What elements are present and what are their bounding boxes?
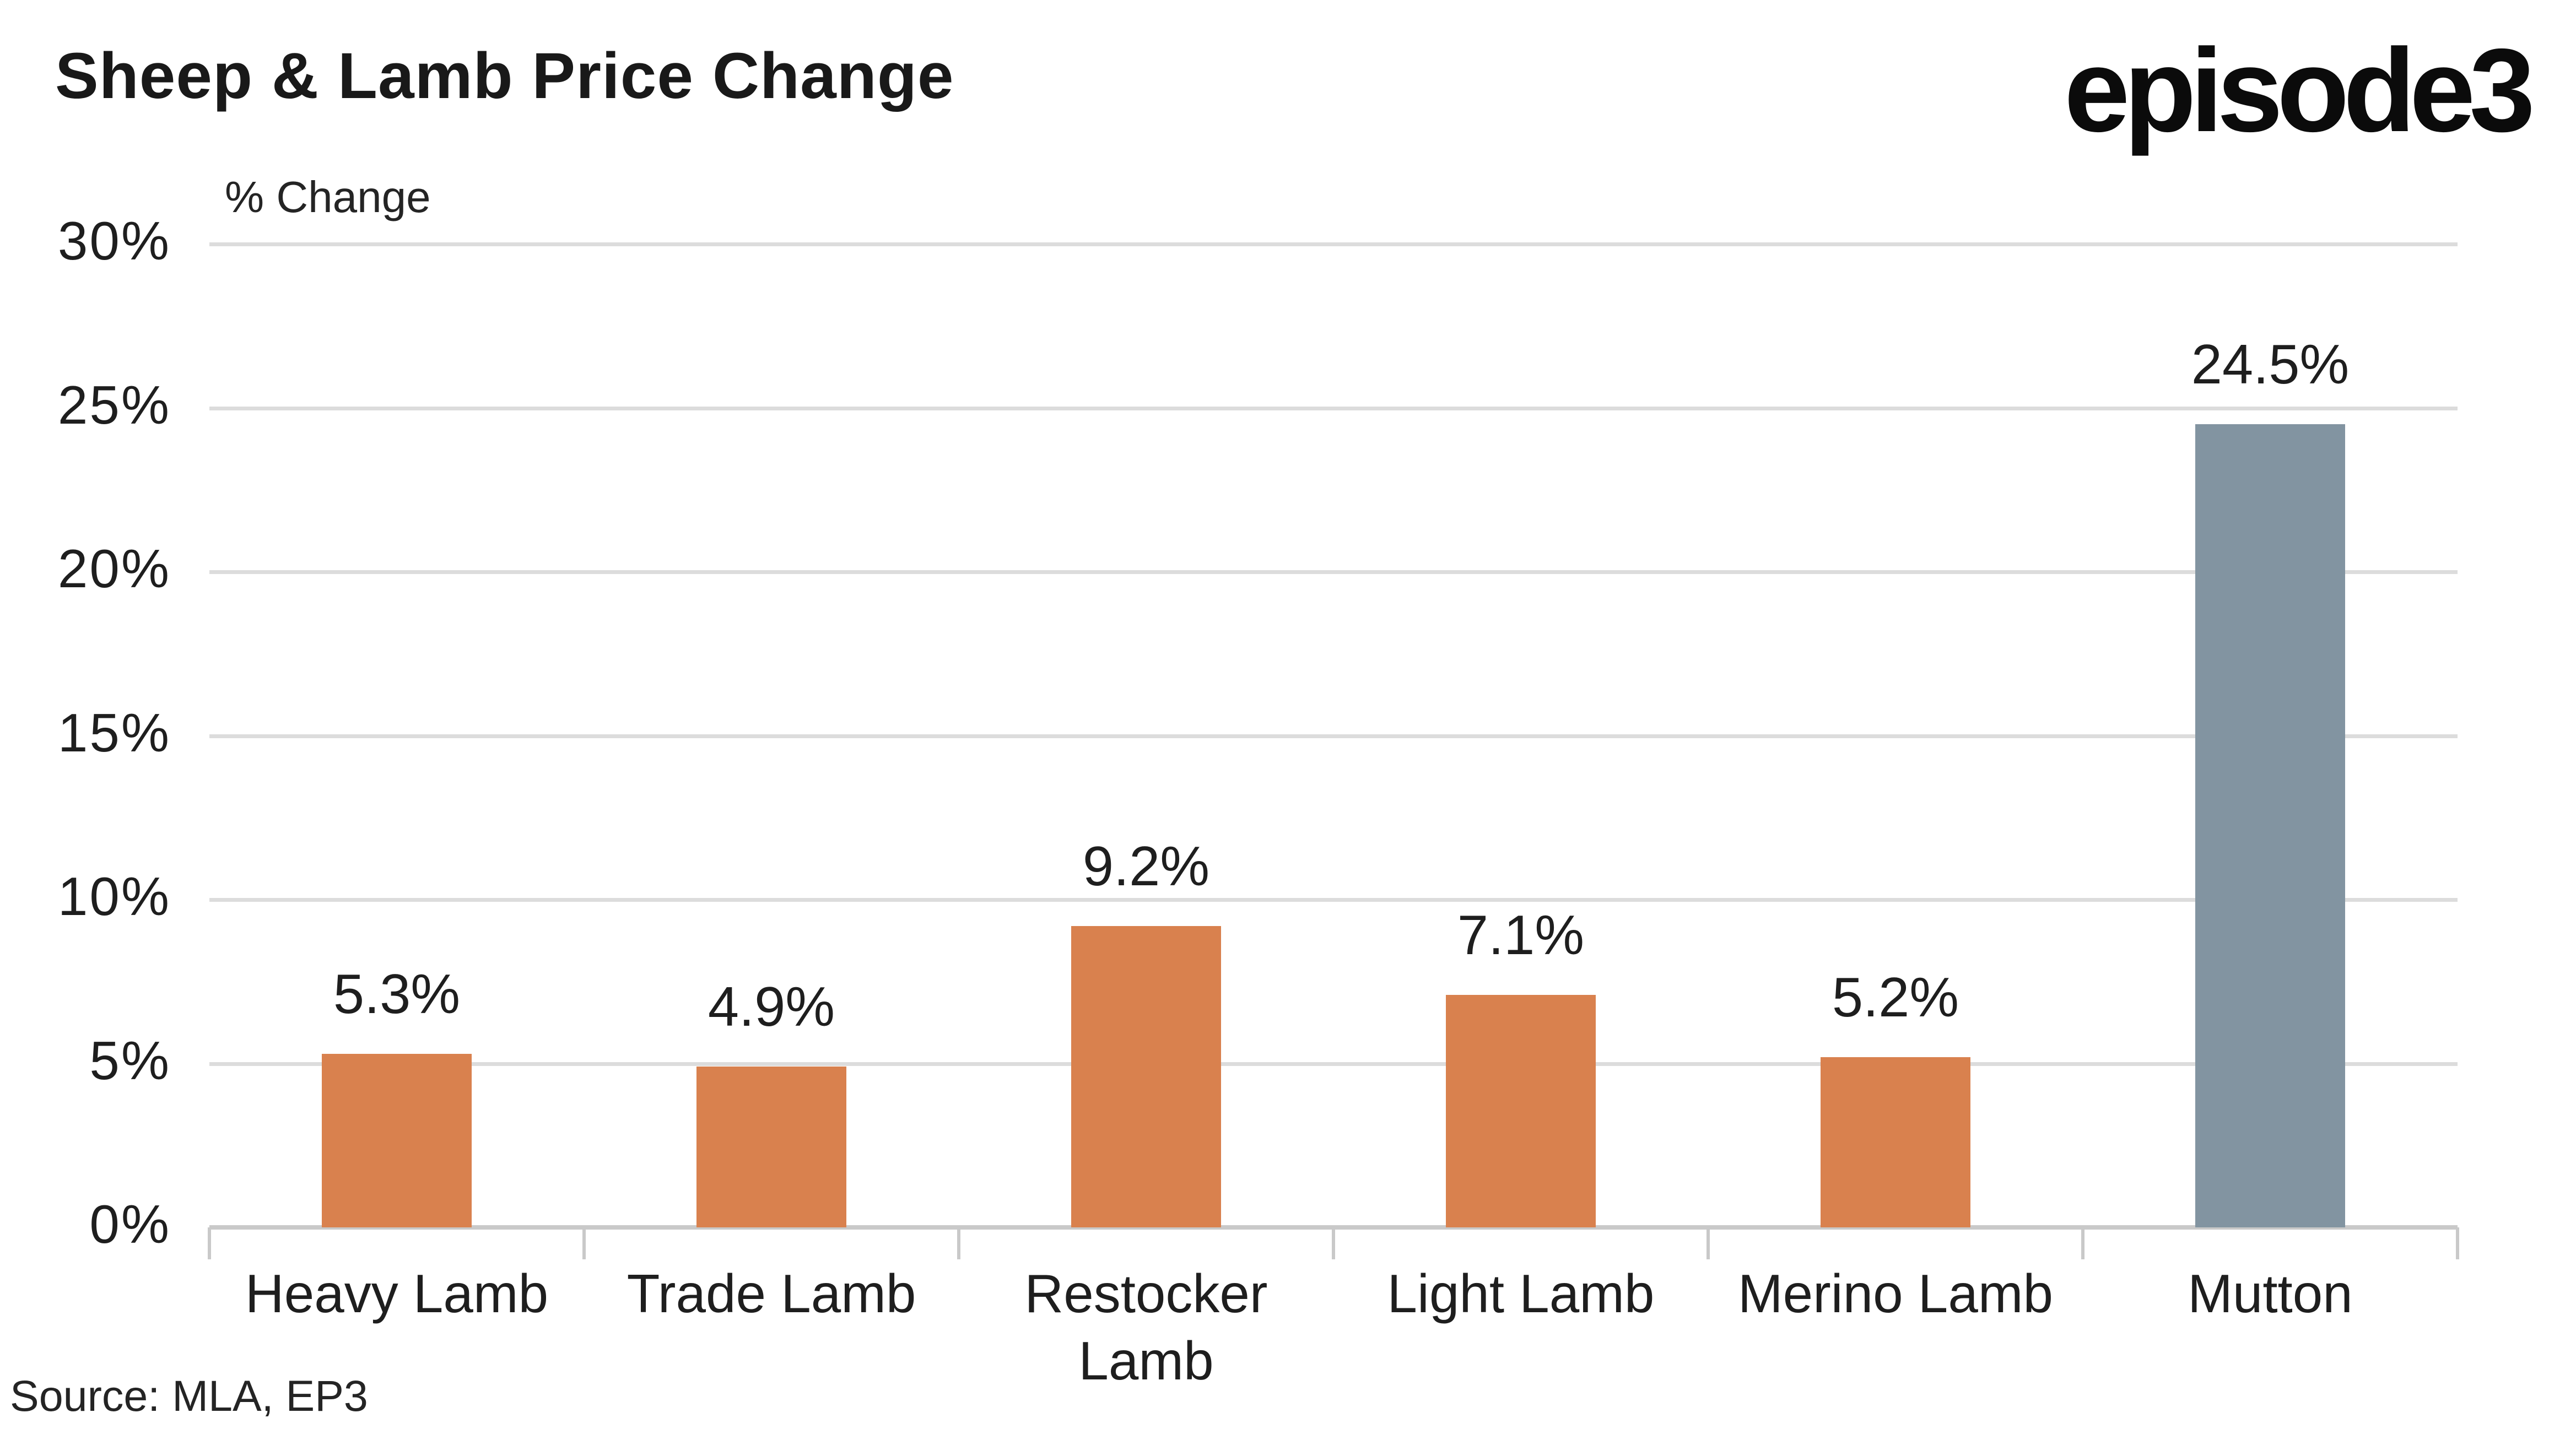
- x-axis-tick: [208, 1227, 211, 1259]
- x-axis-tick: [1706, 1227, 1710, 1259]
- x-axis-label-trade-lamb: Trade Lamb: [627, 1263, 916, 1324]
- episode3-logo: episode3: [2064, 24, 2535, 156]
- gridline-5pct: [209, 1062, 2458, 1066]
- bar-light-lamb: [1446, 994, 1596, 1227]
- y-tick-label-20pct: 20%: [57, 538, 171, 599]
- bar-value-label-heavy-lamb: 5.3%: [333, 963, 461, 1025]
- x-axis-label-light-lamb: Light Lamb: [1387, 1263, 1655, 1324]
- gridline-25pct: [209, 406, 2458, 410]
- y-tick-label-10pct: 10%: [57, 866, 171, 927]
- x-axis-label-heavy-lamb: Heavy Lamb: [245, 1263, 549, 1324]
- y-tick-label-30pct: 30%: [57, 210, 171, 271]
- bar-trade-lamb: [696, 1067, 846, 1227]
- x-axis-tick: [2081, 1227, 2084, 1259]
- bar-value-label-merino-lamb: 5.2%: [1832, 966, 1959, 1029]
- bar-merino-lamb: [1821, 1057, 1970, 1227]
- y-axis-title: % Change: [225, 172, 431, 221]
- y-tick-label-25pct: 25%: [57, 374, 171, 435]
- x-axis-label-restocker-lamb: Restocker Lamb: [1024, 1263, 1268, 1391]
- y-tick-label-5pct: 5%: [89, 1030, 171, 1091]
- bar-restocker-lamb: [1071, 925, 1221, 1227]
- bar-value-label-light-lamb: 7.1%: [1457, 904, 1585, 966]
- source-note: Source: MLA, EP3: [10, 1371, 368, 1420]
- gridline-15pct: [209, 734, 2458, 738]
- x-axis-label-merino-lamb: Merino Lamb: [1738, 1263, 2053, 1324]
- bar-value-label-trade-lamb: 4.9%: [708, 976, 835, 1038]
- x-axis-label-mutton: Mutton: [2188, 1263, 2353, 1324]
- x-axis-tick: [2456, 1227, 2459, 1259]
- x-axis-tick: [957, 1227, 960, 1259]
- bar-mutton: [2195, 424, 2345, 1227]
- x-axis-tick: [582, 1227, 586, 1259]
- bar-value-label-mutton: 24.5%: [2191, 334, 2350, 396]
- y-tick-label-15pct: 15%: [57, 702, 171, 763]
- gridline-20pct: [209, 570, 2458, 574]
- gridline-30pct: [209, 242, 2458, 246]
- y-tick-label-0pct: 0%: [89, 1194, 171, 1254]
- bar-heavy-lamb: [322, 1053, 472, 1227]
- gridline-10pct: [209, 898, 2458, 902]
- x-axis-tick: [1332, 1227, 1335, 1259]
- chart-title: Sheep & Lamb Price Change: [55, 40, 954, 112]
- bar-value-label-restocker-lamb: 9.2%: [1082, 835, 1210, 897]
